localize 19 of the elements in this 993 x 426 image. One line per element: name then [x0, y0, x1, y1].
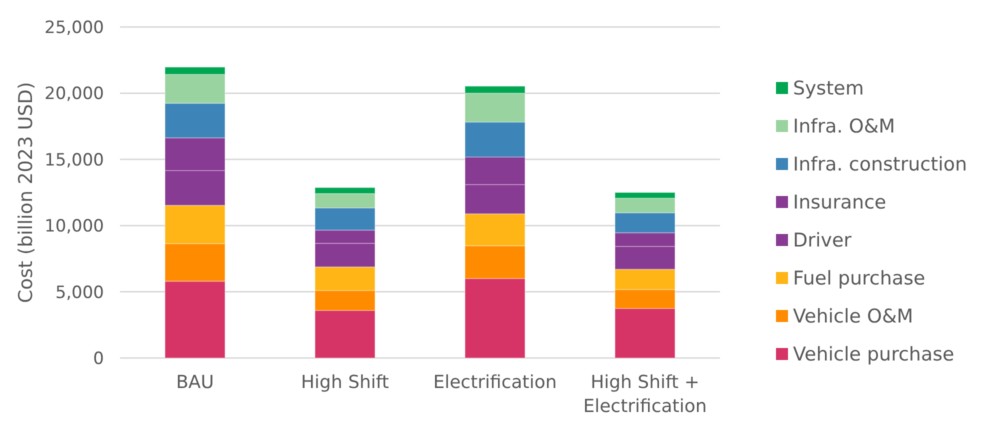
legend-label: Fuel purchase: [793, 268, 926, 290]
x-tick-label: High Shift: [300, 372, 390, 393]
legend-label: Insurance: [793, 192, 886, 214]
y-tick-label: 15,000: [44, 150, 104, 170]
y-tick-label: 25,000: [44, 18, 104, 38]
legend-label: Infra. O&M: [793, 116, 896, 138]
y-axis-title: Cost (billion 2023 USD): [15, 82, 37, 303]
x-tick-label: Electrification: [433, 372, 557, 393]
y-tick-label: 20,000: [44, 84, 104, 104]
y-tick-label: 10,000: [44, 216, 104, 237]
y-tick-label: 0: [93, 348, 104, 369]
x-tick-label: High Shift + Electrification: [583, 372, 707, 417]
legend-label: Driver: [793, 230, 852, 252]
legend-label: Vehicle O&M: [793, 306, 914, 328]
x-tick-label: BAU: [176, 372, 214, 393]
legend-label: Vehicle purchase: [793, 344, 954, 366]
legend-label: Infra. construction: [793, 154, 968, 176]
y-tick-label: 5,000: [55, 282, 104, 303]
legend-label: System: [793, 78, 864, 100]
